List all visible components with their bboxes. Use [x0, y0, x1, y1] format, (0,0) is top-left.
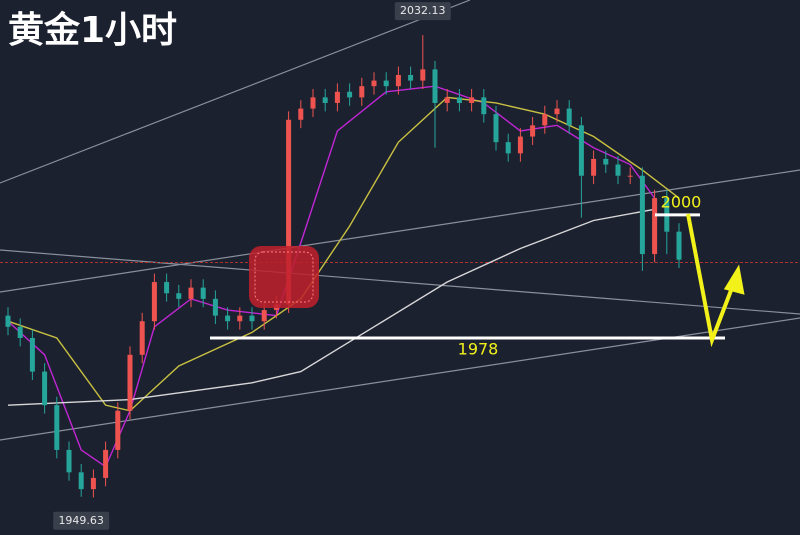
- moving-average: [7, 96, 680, 412]
- arrow-head: [723, 264, 745, 295]
- candle-body: [5, 315, 11, 327]
- trend-lines: [0, 0, 800, 441]
- candle-body: [432, 69, 438, 103]
- candle-body: [139, 321, 145, 355]
- candle-body: [200, 287, 206, 299]
- candle-body: [615, 164, 621, 176]
- candle-body: [322, 97, 328, 103]
- candle-body: [115, 410, 121, 450]
- candle-body: [261, 310, 267, 322]
- candle-body: [530, 125, 536, 137]
- candle-body: [542, 114, 548, 126]
- candle-body: [66, 449, 72, 473]
- candle-body: [493, 114, 499, 143]
- candle-body: [54, 405, 60, 450]
- candle-body: [127, 354, 133, 411]
- candle-body: [103, 449, 109, 478]
- level-label: 2000: [661, 192, 702, 211]
- candle-body: [286, 119, 292, 305]
- candle-body: [17, 326, 23, 339]
- candle-body: [408, 74, 414, 81]
- candle-body: [591, 158, 597, 176]
- chart-title: 黄金1小时: [8, 9, 177, 51]
- candle-body: [164, 282, 170, 294]
- candle-body: [42, 371, 48, 406]
- trend-line: [0, 0, 471, 184]
- candle-body: [481, 97, 487, 115]
- candle-body: [639, 175, 645, 255]
- candle-body: [249, 315, 255, 322]
- arrow-path: [686, 213, 737, 348]
- level-label: 1978: [458, 340, 499, 359]
- candle-body: [225, 315, 231, 322]
- moving-average: [7, 208, 655, 406]
- candle-body: [151, 282, 157, 322]
- candle-body: [29, 338, 35, 372]
- candle-body: [420, 69, 426, 81]
- trend-line: [0, 249, 800, 315]
- candle-body: [188, 287, 194, 299]
- candle-body: [566, 108, 572, 126]
- price-tag-bg: [53, 511, 110, 530]
- price-tag: 1949.63: [58, 514, 104, 527]
- arrows: [686, 213, 745, 348]
- candle-body: [334, 91, 340, 103]
- trend-line: [0, 169, 800, 293]
- candle-body: [578, 125, 584, 176]
- candle-body: [517, 136, 523, 154]
- candle-body: [603, 158, 609, 165]
- stamp-border: [254, 251, 314, 303]
- candle-body: [554, 108, 560, 115]
- candle-body: [237, 315, 243, 322]
- price-tag: 2032.13: [400, 4, 446, 17]
- candle-body: [444, 97, 450, 103]
- candle-body: [395, 74, 401, 87]
- stamp: [249, 246, 319, 308]
- candle-body: [371, 80, 377, 87]
- candle-body: [456, 97, 462, 103]
- candle-body: [78, 472, 84, 490]
- candle-body: [627, 175, 633, 177]
- candle-body: [298, 108, 304, 120]
- candle-body: [176, 293, 182, 299]
- candle-body: [359, 86, 365, 98]
- candle-body: [652, 198, 658, 255]
- price-tag-bg: [394, 2, 451, 21]
- candle-body: [469, 97, 475, 103]
- candle-body: [347, 91, 353, 98]
- stamp-shape: [249, 246, 319, 308]
- candle-body: [383, 80, 389, 87]
- candle-body: [310, 97, 316, 109]
- candle-body: [676, 231, 682, 260]
- candle-body: [212, 298, 218, 316]
- candle-body: [505, 142, 511, 154]
- candle-body: [90, 477, 96, 490]
